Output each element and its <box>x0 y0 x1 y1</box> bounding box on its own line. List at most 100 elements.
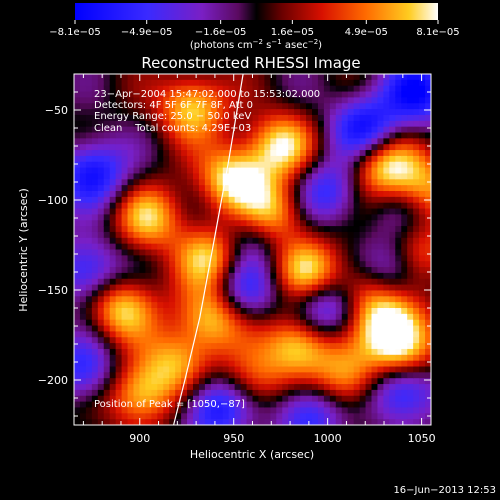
heatmap-cell <box>193 360 200 368</box>
heatmap-cell <box>282 97 289 104</box>
heatmap-cell <box>240 267 248 274</box>
heatmap-cell <box>145 296 152 303</box>
heatmap-cell <box>74 395 81 403</box>
heatmap-cell <box>216 220 224 227</box>
heatmap-cell <box>127 103 135 110</box>
heatmap-cell <box>210 354 218 362</box>
heatmap-cell <box>258 395 265 403</box>
heatmap-cell <box>240 249 248 256</box>
heatmap-cell <box>306 155 313 163</box>
heatmap-cell <box>163 319 170 327</box>
heatmap-cell <box>347 161 355 169</box>
heatmap-cell <box>103 185 111 192</box>
heatmap-cell <box>204 144 212 151</box>
heatmap-cell <box>317 179 325 186</box>
heatmap-cell <box>85 243 93 251</box>
heatmap-cell <box>312 155 319 163</box>
heatmap-cell <box>85 109 93 116</box>
heatmap-cell <box>204 109 212 116</box>
heatmap-cell <box>347 267 355 274</box>
heatmap-cell <box>246 243 254 251</box>
heatmap-cell <box>288 202 295 210</box>
heatmap-cell <box>91 419 99 425</box>
heatmap-cell <box>127 185 135 192</box>
heatmap-cell <box>222 114 230 122</box>
heatmap-cell <box>300 196 307 204</box>
heatmap-cell <box>198 114 206 122</box>
heatmap-cell <box>210 255 218 262</box>
heatmap-cell <box>204 419 212 425</box>
heatmap-cell <box>234 144 242 151</box>
heatmap-cell <box>270 226 277 233</box>
heatmap-cell <box>294 267 301 274</box>
heatmap-cell <box>198 278 206 286</box>
heatmap-cell <box>121 249 129 256</box>
heatmap-cell <box>306 343 313 350</box>
heatmap-cell <box>276 313 283 321</box>
heatmap-cell <box>300 313 307 321</box>
heatmap-cell <box>175 85 182 93</box>
heatmap-cell <box>115 132 123 139</box>
heatmap-cell <box>103 231 111 239</box>
heatmap-cell <box>389 401 396 409</box>
heatmap-cell <box>210 308 218 315</box>
heatmap-cell <box>252 319 260 327</box>
heatmap-cell <box>270 384 277 391</box>
heatmap-cell <box>276 302 283 309</box>
heatmap-cell <box>341 401 349 409</box>
heatmap-cell <box>145 74 152 81</box>
heatmap-cell <box>353 185 361 192</box>
heatmap-cell <box>329 249 337 256</box>
heatmap-cell <box>85 79 93 87</box>
heatmap-cell <box>133 249 141 256</box>
heatmap-cell <box>288 313 295 321</box>
heatmap-cell <box>222 395 230 403</box>
heatmap-cell <box>401 319 408 327</box>
heatmap-cell <box>294 173 301 180</box>
heatmap-cell <box>252 79 260 87</box>
heatmap-cell <box>389 214 396 221</box>
heatmap-cell <box>425 366 431 373</box>
heatmap-cell <box>85 360 93 368</box>
heatmap-cell <box>133 413 141 420</box>
heatmap-cell <box>103 109 111 116</box>
heatmap-cell <box>425 308 431 315</box>
heatmap-cell <box>109 319 117 327</box>
heatmap-cell <box>270 401 277 409</box>
heatmap-cell <box>181 109 188 116</box>
heatmap-cell <box>234 354 242 362</box>
heatmap-cell <box>353 103 361 110</box>
heatmap-cell <box>157 319 164 327</box>
heatmap-cell <box>347 97 355 104</box>
heatmap-cell <box>276 214 283 221</box>
heatmap-cell <box>258 138 265 145</box>
heatmap-cell <box>377 185 384 192</box>
heatmap-cell <box>312 354 319 362</box>
heatmap-cell <box>85 348 93 356</box>
heatmap-cell <box>85 161 93 169</box>
heatmap-cell <box>85 354 93 362</box>
heatmap-cell <box>401 389 408 397</box>
heatmap-cell <box>204 284 212 292</box>
heatmap-cell <box>383 167 390 175</box>
heatmap-cell <box>169 395 176 403</box>
heatmap-cell <box>317 272 325 280</box>
heatmap-cell <box>294 138 301 145</box>
heatmap-cell <box>389 267 396 274</box>
heatmap-cell <box>264 348 271 356</box>
heatmap-cell <box>169 214 176 221</box>
heatmap-cell <box>252 97 260 104</box>
heatmap-cell <box>323 138 331 145</box>
heatmap-cell <box>312 366 319 373</box>
heatmap-cell <box>329 138 337 145</box>
heatmap-cell <box>74 331 81 338</box>
heatmap-cell <box>323 302 331 309</box>
heatmap-cell <box>240 360 248 368</box>
heatmap-cell <box>175 226 182 233</box>
heatmap-cell <box>228 343 236 350</box>
heatmap-cell <box>252 378 260 385</box>
heatmap-cell <box>329 208 337 215</box>
heatmap-cell <box>222 109 230 116</box>
heatmap-cell <box>115 196 123 204</box>
heatmap-cell <box>204 325 212 332</box>
